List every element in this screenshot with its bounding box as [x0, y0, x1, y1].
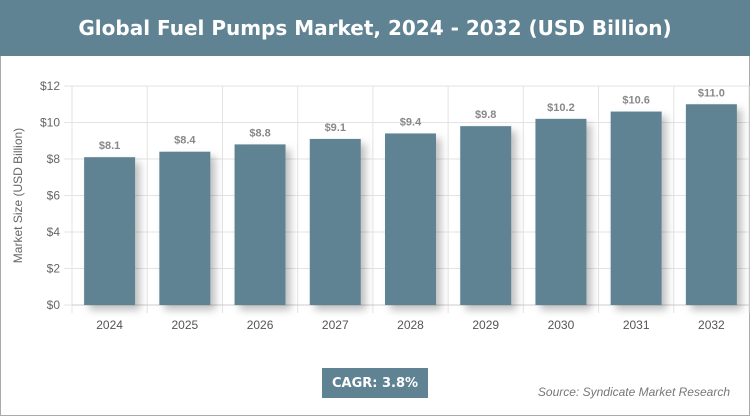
x-tick-label: 2030 [548, 318, 575, 332]
bar-2027 [309, 138, 361, 305]
bar-2026 [234, 144, 286, 305]
y-tick-label: $4 [47, 225, 61, 239]
x-tick-label: 2026 [247, 318, 274, 332]
y-tick-label: $0 [47, 298, 61, 312]
bar-2031 [610, 111, 662, 305]
cagr-badge: CAGR: 3.8% [322, 368, 428, 398]
x-tick-label: 2031 [623, 318, 650, 332]
y-tick-label: $12 [40, 79, 60, 93]
bar-2029 [460, 126, 512, 306]
y-tick-label: $6 [47, 189, 61, 203]
data-label: $10.2 [547, 102, 575, 114]
data-label: $8.1 [99, 140, 120, 152]
bar-2025 [159, 151, 211, 305]
x-tick-label: 2025 [171, 318, 198, 332]
y-tick-label: $2 [47, 262, 61, 276]
x-tick-label: 2028 [397, 318, 424, 332]
x-tick-label: 2024 [96, 318, 123, 332]
data-label: $10.6 [622, 95, 650, 107]
x-tick-label: 2029 [472, 318, 499, 332]
source-note: Source: Syndicate Market Research [537, 385, 730, 399]
data-label: $8.8 [249, 127, 270, 139]
chart-title: Global Fuel Pumps Market, 2024 - 2032 (U… [0, 0, 750, 56]
y-tick-label: $10 [40, 116, 60, 130]
bar-2024 [84, 157, 136, 305]
bar-2030 [535, 118, 587, 305]
bar-2032 [685, 104, 737, 305]
data-label: $11.0 [698, 87, 725, 99]
data-label: $9.4 [400, 116, 422, 128]
x-tick-label: 2032 [698, 318, 725, 332]
y-axis-label: Market Size (USD Billion) [11, 128, 25, 263]
x-tick-label: 2027 [322, 318, 349, 332]
data-label: $8.4 [174, 135, 196, 147]
bar-2028 [385, 133, 436, 305]
y-tick-label: $8 [47, 152, 61, 166]
data-label: $9.1 [325, 122, 346, 134]
data-label: $9.8 [475, 109, 496, 121]
